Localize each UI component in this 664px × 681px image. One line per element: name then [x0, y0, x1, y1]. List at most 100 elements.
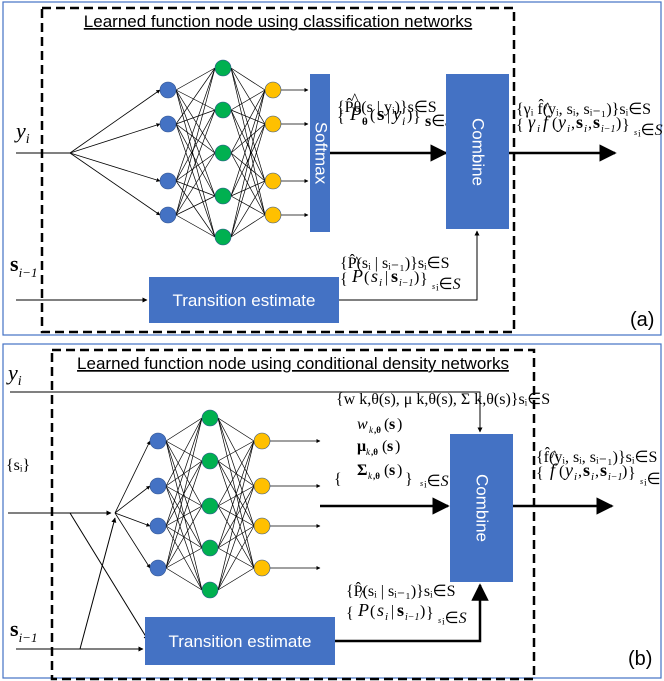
network-edge: [175, 109, 216, 125]
panel-a-transition-to-combine-arrow: [339, 230, 480, 301]
panel-b-combine-output-label: {f̂(yᵢ, sᵢ, sᵢ₋₁)}sᵢ∈S { f ^ ( y i , s i…: [536, 446, 661, 488]
combine-output-expr-a: {γᵢ f̂(yᵢ, sᵢ, sᵢ₋₁)}sᵢ∈S: [516, 98, 651, 118]
svg-text:k: k: [368, 471, 373, 481]
network-edge: [165, 485, 203, 549]
svg-text:s: s: [420, 479, 423, 488]
panel-a-combine-box: [446, 74, 509, 229]
softmax-label: Softmax: [312, 122, 331, 185]
network-edge: [165, 485, 203, 591]
hidden-node: [201, 409, 219, 427]
panel-a-transition-output-label: {P̂(sᵢ | sᵢ₋₁)}sᵢ∈S { P ^ ( s i | s i−1 …: [340, 253, 461, 293]
svg-text:): ): [420, 603, 425, 620]
network-edge: [175, 123, 216, 238]
svg-text:i: i: [402, 114, 405, 128]
svg-text:{: {: [340, 271, 348, 288]
network-edge: [217, 567, 255, 591]
network-edge: [230, 89, 266, 111]
network-edge: [175, 89, 216, 197]
network-edge: [165, 440, 203, 549]
input-node: [159, 115, 177, 133]
network-edge: [217, 440, 255, 462]
network-edge: [230, 67, 266, 182]
svg-text:(: (: [370, 107, 375, 124]
svg-text:): ): [622, 463, 627, 480]
network-edge: [230, 123, 266, 197]
svg-text:k: k: [366, 447, 371, 457]
network-edge: [165, 505, 203, 569]
panel-b-neural-network: [149, 409, 321, 599]
network-edge: [175, 67, 216, 216]
network-edge: [165, 505, 203, 527]
svg-text:i: i: [567, 123, 570, 135]
network-edge: [230, 89, 266, 238]
svg-text:ᵢ∈: ᵢ∈: [644, 471, 661, 488]
svg-text:i−1: i−1: [608, 472, 623, 483]
panel-a-combine-label: Combine: [469, 118, 488, 186]
svg-text:s: s: [634, 128, 637, 137]
svg-text:k: k: [369, 425, 374, 435]
fan-edge: [69, 152, 161, 182]
network-edge: [230, 67, 266, 91]
output-node: [264, 172, 282, 190]
svg-text:θ: θ: [362, 116, 368, 128]
svg-text:f: f: [550, 460, 558, 480]
panel-a-transition-box: [149, 277, 339, 323]
svg-text:s: s: [432, 282, 435, 291]
panel-a-label: (a): [630, 309, 654, 331]
hidden-node: [201, 581, 219, 599]
svg-text:s: s: [371, 266, 378, 286]
network-edge: [165, 460, 203, 487]
svg-text:ᵢ∈S: ᵢ∈S: [638, 122, 663, 139]
svg-text:,: ,: [588, 115, 592, 132]
svg-text:P: P: [357, 600, 369, 620]
svg-text:(: (: [384, 462, 389, 479]
svg-text:(: (: [382, 438, 387, 455]
input-node: [149, 432, 167, 450]
svg-text:): ): [616, 115, 621, 132]
fan-edge: [114, 440, 151, 514]
panel-a-input-fan: [69, 89, 161, 216]
network-edge: [175, 123, 216, 197]
svg-text:}: }: [405, 471, 413, 488]
hidden-node: [201, 452, 219, 470]
svg-text:s: s: [583, 460, 590, 480]
svg-text:ᵢ∈S: ᵢ∈S: [424, 473, 449, 490]
network-edge: [175, 152, 216, 216]
panel-a-combine-output-label: {γᵢ f̂(yᵢ, sᵢ, sᵢ₋₁)}sᵢ∈S { γ i f ^ ( y …: [516, 98, 663, 139]
panel-a-title: Learned function node using classificati…: [84, 12, 472, 31]
fan-edge: [69, 152, 161, 216]
svg-text:P: P: [351, 266, 363, 286]
panel-b-transition-output-label: {P̂(sᵢ | sᵢ₋₁)}sᵢ∈S { P ^ ( s i | s i−1 …: [346, 581, 467, 627]
network-edge: [230, 180, 266, 197]
svg-text:}: }: [413, 109, 421, 126]
svg-text:^: ^: [351, 91, 359, 108]
softmax-box: [310, 74, 330, 232]
svg-text:i: i: [591, 471, 594, 483]
svg-text:}: }: [628, 465, 636, 482]
panel-b-title: Learned function node using conditional …: [77, 354, 509, 373]
svg-text:w: w: [357, 416, 368, 433]
network-edge: [230, 123, 266, 238]
svg-text:s: s: [640, 477, 643, 486]
panel-a-transition-label: Transition estimate: [173, 291, 316, 310]
svg-text:i−1: i−1: [601, 124, 616, 135]
svg-text:{: {: [516, 117, 524, 134]
network-edge: [175, 89, 216, 111]
svg-text:s: s: [397, 600, 404, 620]
svg-text:,: ,: [595, 463, 599, 480]
svg-text:s: s: [389, 416, 395, 433]
panel-b-label: (b): [628, 648, 652, 670]
panel-b-set-s-to-transition: [69, 512, 149, 641]
output-node: [264, 115, 282, 133]
network-edge: [175, 89, 216, 154]
network-edge: [175, 152, 216, 182]
svg-text:s: s: [438, 616, 441, 625]
svg-text:s: s: [576, 112, 583, 132]
network-edge: [165, 440, 203, 462]
panel-b: Learned function node using conditional …: [2, 343, 662, 681]
network-edge: [230, 180, 266, 238]
input-node: [149, 559, 167, 577]
hidden-node: [201, 497, 219, 515]
panel-a-input-y: yi: [14, 118, 30, 147]
network-edge: [230, 123, 266, 154]
